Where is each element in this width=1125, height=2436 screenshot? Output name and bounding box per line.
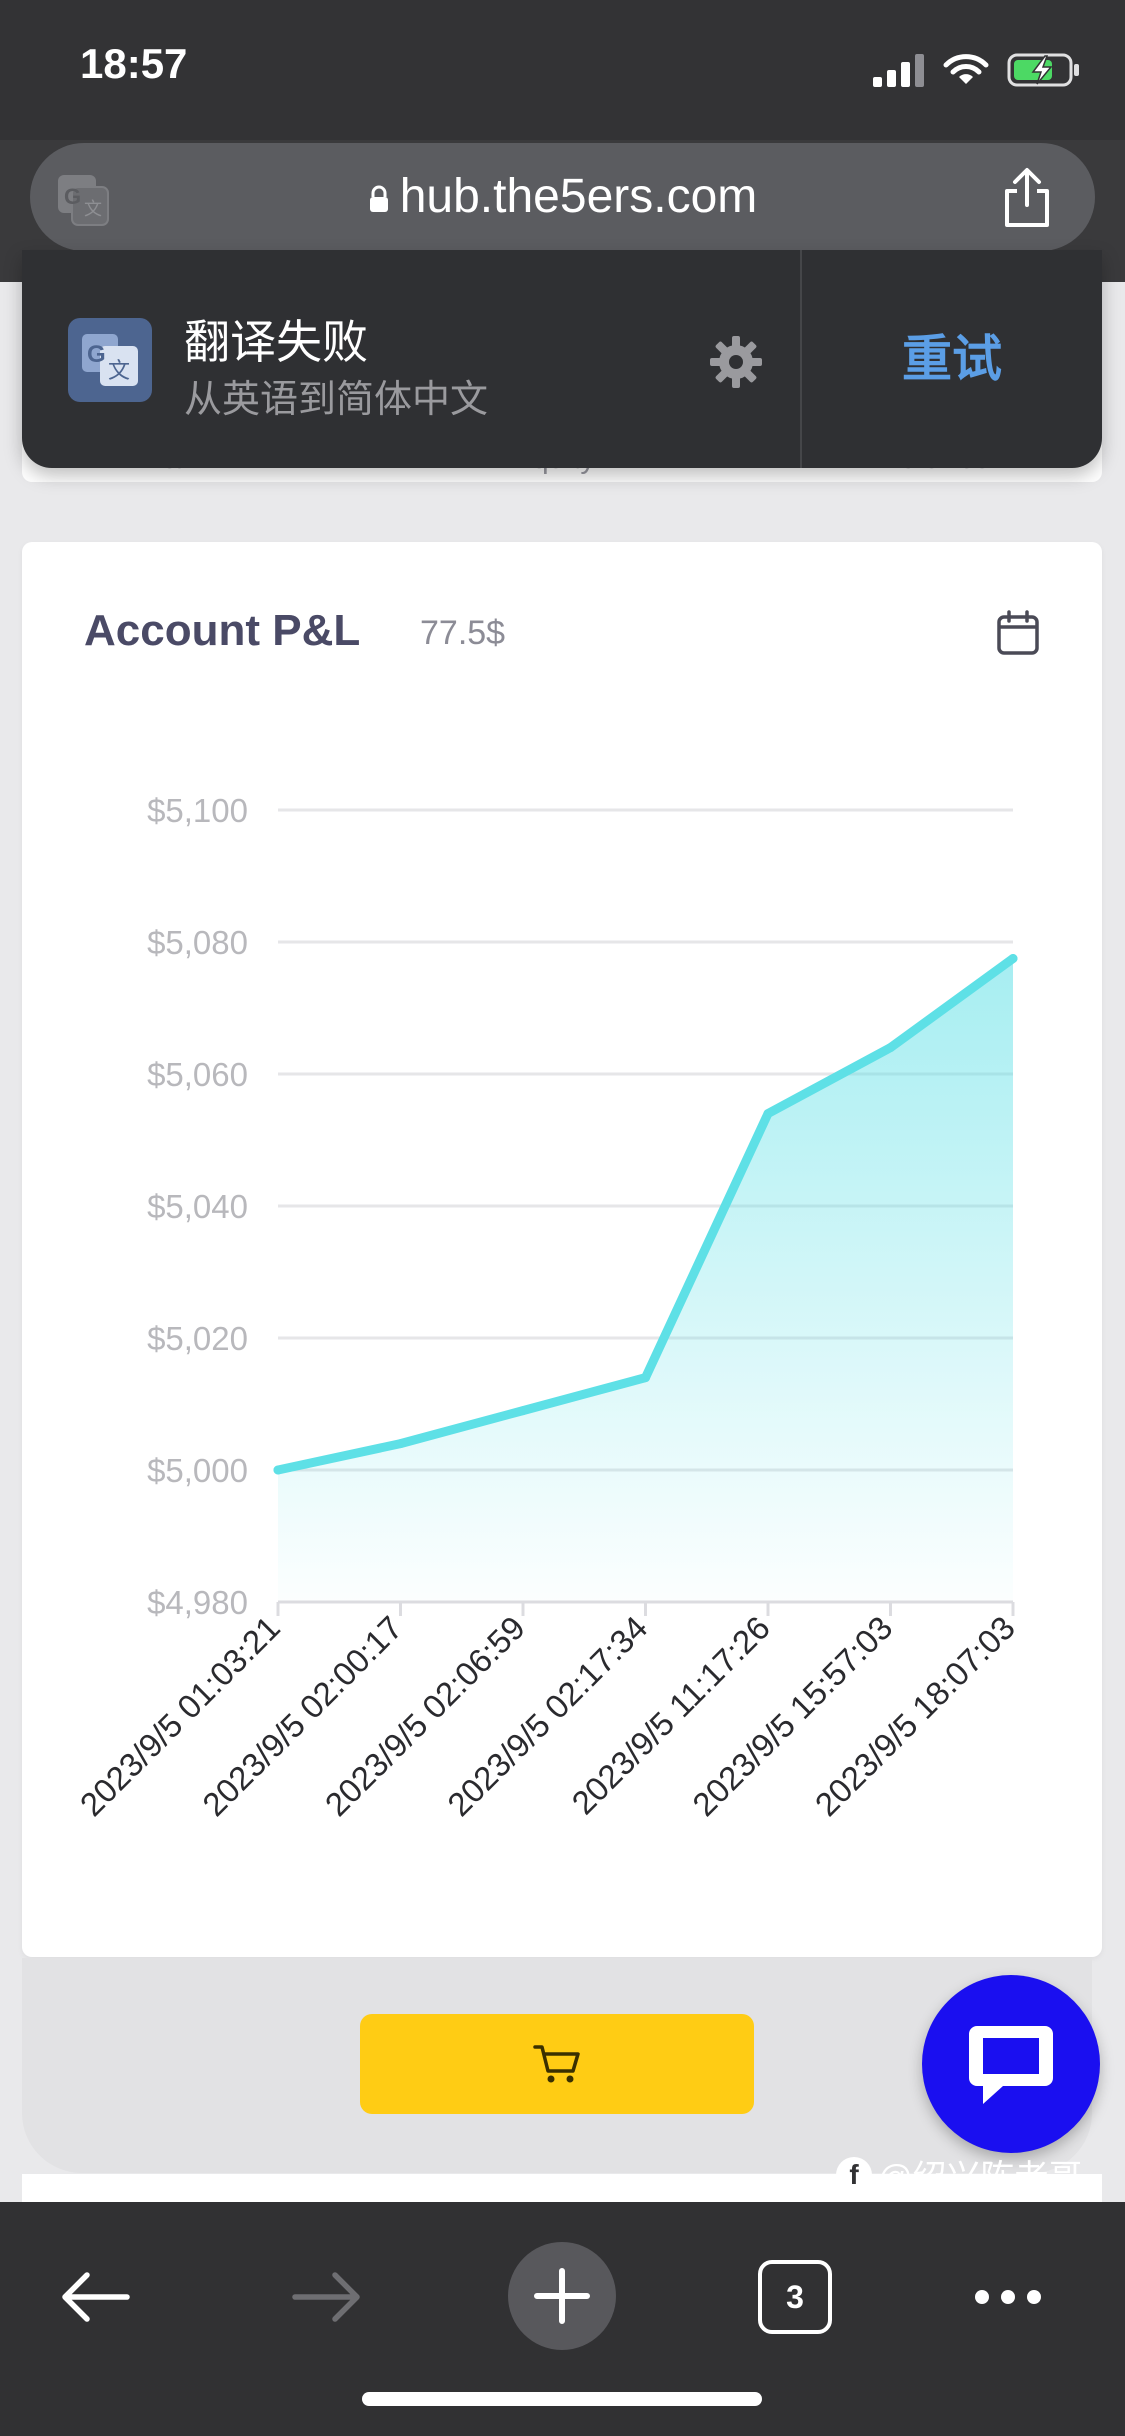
url-text: hub.the5ers.com <box>399 170 758 223</box>
status-bar: 18:57 <box>0 0 1125 140</box>
lock-icon <box>369 185 388 213</box>
svg-text:G: G <box>64 184 81 209</box>
data-point <box>886 1043 895 1053</box>
y-tick-label: $5,020 <box>147 1320 248 1357</box>
arrow-right-icon <box>292 2272 360 2322</box>
google-translate-icon: G 文 <box>68 318 152 402</box>
y-tick-label: $5,060 <box>147 1056 248 1093</box>
svg-text:G: G <box>87 341 106 368</box>
share-icon[interactable] <box>997 165 1057 229</box>
more-dots-icon <box>975 2290 1041 2304</box>
y-tick-label: $5,080 <box>147 924 248 961</box>
chat-bubble-icon <box>969 2026 1053 2104</box>
card-title: Account P&L <box>84 606 361 655</box>
status-icons <box>871 50 1081 90</box>
y-tick-label: $5,100 <box>147 792 248 829</box>
data-point <box>518 1406 528 1416</box>
watermark: f @绍兴陈老哥 <box>836 2150 1083 2199</box>
series-area <box>278 958 1013 1602</box>
cart-icon <box>533 2045 580 2083</box>
gear-icon[interactable] <box>708 334 764 390</box>
pnl-value: 77.5$ <box>420 614 506 652</box>
watermark-text: @绍兴陈老哥 <box>878 2159 1083 2197</box>
data-point <box>273 1465 283 1475</box>
translate-popup: G 文 翻译失败 从英语到简体中文 重试 <box>22 250 1102 468</box>
y-tick-label: $5,040 <box>147 1188 248 1225</box>
x-tick-label: 2023/9/5 01:03:21 <box>73 1609 287 1823</box>
cart-button[interactable] <box>360 2014 754 2114</box>
translate-language-pair: 从英语到简体中文 <box>184 379 489 421</box>
wifi-icon <box>943 54 989 84</box>
back-button[interactable] <box>50 2262 140 2332</box>
y-tick-label: $5,000 <box>147 1452 248 1489</box>
data-point <box>396 1439 405 1449</box>
tab-switcher-button[interactable]: 3 <box>758 2260 832 2334</box>
plus-icon <box>534 2268 590 2324</box>
y-tick-label: $4,980 <box>147 1584 248 1621</box>
arrow-left-icon <box>62 2272 130 2322</box>
weibo-logo-icon: f <box>836 2156 872 2193</box>
data-point <box>1008 954 1018 963</box>
data-point <box>641 1373 650 1383</box>
new-tab-button[interactable] <box>508 2242 616 2350</box>
svg-text:文: 文 <box>108 359 130 384</box>
action-bar <box>22 1958 1092 2173</box>
signal-icon <box>873 54 924 87</box>
calendar-icon[interactable] <box>996 610 1040 656</box>
retry-button[interactable]: 重试 <box>902 331 1002 387</box>
svg-text:文: 文 <box>84 199 102 220</box>
status-time: 18:57 <box>80 40 188 87</box>
forward-button[interactable] <box>282 2262 372 2332</box>
popup-divider <box>800 250 802 468</box>
battery-charging-icon <box>1007 53 1079 87</box>
more-menu-button[interactable] <box>966 2272 1050 2322</box>
translate-icon[interactable]: G 文 <box>54 171 112 229</box>
account-pnl-card: Account P&L 77.5$ $5,100 $5,080 $5,060 $5,0… <box>22 542 1102 1957</box>
data-point <box>763 1109 773 1119</box>
home-indicator[interactable] <box>362 2392 762 2406</box>
pnl-chart: $5,100 $5,080 $5,060 $5,040 $5,020 $5,000 $4,9… <box>73 792 1022 1823</box>
address-bar[interactable]: G 文 hub.the5ers.com <box>30 143 1095 251</box>
live-chat-button[interactable] <box>922 1975 1100 2153</box>
advanced-statistics-card <box>22 2174 1102 2204</box>
url-display[interactable]: hub.the5ers.com <box>30 143 1095 251</box>
translate-status-title: 翻译失败 <box>184 316 368 368</box>
